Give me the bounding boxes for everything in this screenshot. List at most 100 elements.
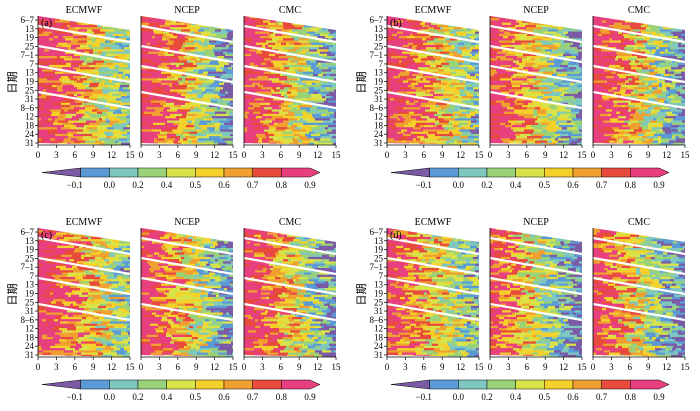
heatmap-cell xyxy=(289,24,295,28)
heatmap-cell xyxy=(154,140,159,144)
heatmap-cell xyxy=(437,49,444,52)
heatmap-cell xyxy=(421,33,430,37)
heatmap-cell xyxy=(38,22,42,26)
heatmap-cell xyxy=(598,104,603,108)
heatmap-cell xyxy=(258,140,263,144)
heatmap-cell xyxy=(532,100,542,104)
heatmap-cell xyxy=(643,58,655,61)
heatmap-cell xyxy=(219,118,228,121)
heatmap-cell xyxy=(313,18,317,21)
heatmap-cell xyxy=(90,71,100,75)
heatmap-cell xyxy=(99,22,105,26)
heatmap-cell xyxy=(557,73,568,77)
heatmap-cell xyxy=(635,36,642,39)
heatmap-cell xyxy=(669,62,675,66)
heatmap-cell xyxy=(146,107,156,110)
heatmap-cell xyxy=(313,84,322,88)
heatmap-cell xyxy=(593,67,603,70)
heatmap-cell xyxy=(261,127,270,130)
heatmap-cell xyxy=(190,60,196,64)
heatmap-cell xyxy=(43,31,53,35)
heatmap-cell xyxy=(333,142,336,145)
heatmap-cell xyxy=(626,49,632,52)
heatmap-cell xyxy=(429,129,438,133)
heatmap-cell xyxy=(676,18,680,21)
heatmap-cell xyxy=(644,36,656,39)
heatmap-cell xyxy=(334,89,336,93)
heatmap-cell xyxy=(493,33,497,37)
heatmap-cell xyxy=(656,118,661,121)
heatmap-cell xyxy=(609,24,620,28)
heatmap-cell xyxy=(292,84,304,88)
heatmap-cell xyxy=(167,136,171,139)
heatmap-cell xyxy=(154,87,166,90)
heatmap-cell xyxy=(38,111,42,115)
heatmap-cell xyxy=(427,93,434,97)
heatmap-cell xyxy=(496,69,504,72)
heatmap-cell xyxy=(227,16,233,19)
heatmap-cell xyxy=(129,84,130,88)
heatmap-cell xyxy=(83,82,91,86)
heatmap-cell xyxy=(115,22,120,26)
heatmap-cell xyxy=(682,76,685,79)
heatmap-cell xyxy=(49,49,56,52)
heatmap-cell xyxy=(408,122,417,126)
heatmap-cell xyxy=(163,33,167,37)
heatmap-cell xyxy=(109,142,119,145)
heatmap-cell xyxy=(632,142,638,145)
heatmap-cell xyxy=(490,42,496,46)
heatmap-cell xyxy=(148,129,153,133)
heatmap-cell xyxy=(111,56,115,59)
heatmap-cell xyxy=(593,51,600,55)
heatmap-cell xyxy=(175,87,187,90)
heatmap-cell xyxy=(126,120,130,124)
heatmap-cell xyxy=(651,111,658,115)
heatmap-cell xyxy=(490,18,500,21)
heatmap-cell xyxy=(244,140,248,144)
heatmap-cell xyxy=(199,78,210,81)
heatmap-cell xyxy=(119,120,127,124)
heatmap-cell xyxy=(413,33,422,37)
heatmap-cell xyxy=(183,129,188,133)
heatmap-cell xyxy=(307,29,314,32)
heatmap-cell xyxy=(187,60,191,64)
heatmap-cell xyxy=(408,20,418,24)
heatmap-cell xyxy=(151,82,158,86)
heatmap-cell xyxy=(498,73,509,77)
heatmap-cell xyxy=(475,53,479,57)
heatmap-cell xyxy=(254,44,263,48)
heatmap-cell xyxy=(649,80,658,84)
heatmap-cell xyxy=(43,230,48,233)
heatmap-cell xyxy=(449,53,454,57)
heatmap-cell xyxy=(244,127,248,130)
heatmap-cell xyxy=(80,140,86,144)
heatmap-cell xyxy=(320,127,326,130)
heatmap-cell xyxy=(249,47,254,50)
heatmap-cell xyxy=(668,49,673,52)
heatmap-cell xyxy=(541,40,549,44)
heatmap-cell xyxy=(598,33,603,37)
heatmap-cell xyxy=(497,129,503,133)
heatmap-cell xyxy=(567,120,572,124)
heatmap-cell xyxy=(319,67,329,70)
heatmap-cell xyxy=(553,78,559,81)
heatmap-cell xyxy=(533,113,539,117)
heatmap-cell xyxy=(579,64,582,68)
heatmap-cell xyxy=(569,60,575,64)
heatmap-cell xyxy=(665,64,670,68)
y-tick-label: 8–6 xyxy=(21,103,35,113)
heatmap-cell xyxy=(577,58,582,61)
heatmap-cell xyxy=(672,42,679,46)
heatmap-cell xyxy=(129,122,130,126)
heatmap-cell xyxy=(434,91,444,95)
heatmap-cell xyxy=(420,22,426,26)
heatmap-cell xyxy=(279,56,291,59)
heatmap-cell xyxy=(554,82,562,86)
heatmap-cell xyxy=(560,100,568,104)
heatmap-cell xyxy=(261,56,271,59)
heatmap-cell xyxy=(619,76,627,79)
heatmap-cell xyxy=(300,118,304,121)
heatmap-cell xyxy=(190,109,202,113)
heatmap-cell xyxy=(660,58,667,61)
heatmap-cell xyxy=(406,102,416,106)
